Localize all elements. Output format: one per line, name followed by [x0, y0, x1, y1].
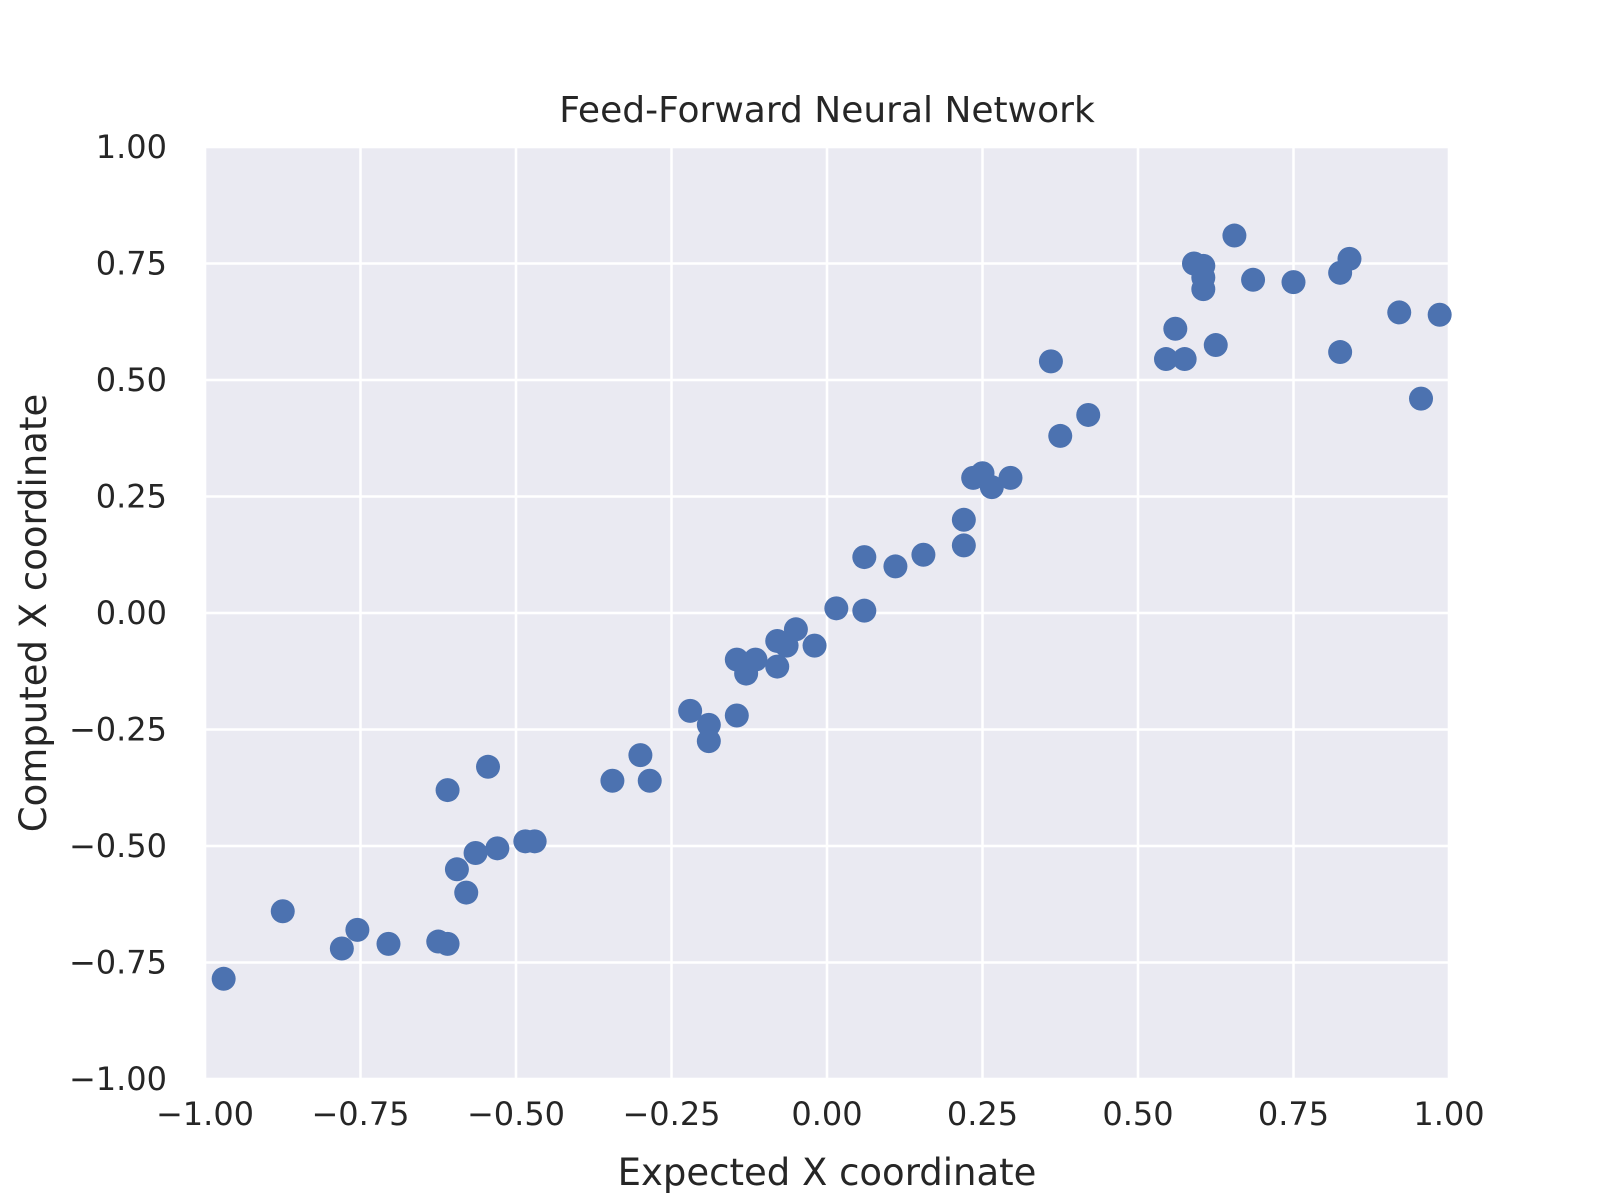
- y-tick-label: 0.00: [96, 594, 167, 632]
- scatter-point-22: [724, 703, 749, 728]
- scatter-point-58: [1387, 300, 1412, 325]
- scatter-point-0: [211, 966, 236, 991]
- scatter-point-4: [376, 931, 401, 956]
- y-tick-labels: −1.00 −0.75 −0.50 −0.25 0.00 0.25 0.50 0.75 1.00: [69, 128, 167, 1098]
- scatter-point-43: [1076, 402, 1101, 427]
- scatter-point-39: [979, 475, 1004, 500]
- y-tick-label: −0.25: [69, 711, 167, 749]
- scatter-point-32: [852, 545, 877, 570]
- scatter-point-18: [678, 698, 703, 723]
- scatter-point-54: [1281, 270, 1306, 295]
- scatter-point-9: [454, 880, 479, 905]
- scatter-point-52: [1222, 223, 1247, 248]
- scatter-point-56: [1328, 340, 1353, 365]
- scatter-point-34: [911, 542, 936, 567]
- x-tick-label: 1.00: [1413, 1095, 1484, 1133]
- scatter-point-2: [329, 936, 354, 961]
- scatter-point-57: [1337, 246, 1362, 271]
- scatter-point-45: [1163, 316, 1188, 341]
- scatter-point-14: [522, 829, 547, 854]
- y-tick-label: −0.50: [69, 827, 167, 865]
- scatter-point-12: [485, 836, 510, 861]
- scatter-point-44: [1153, 347, 1178, 372]
- scatter-point-40: [998, 465, 1023, 490]
- scatter-point-33: [883, 554, 908, 579]
- y-axis-label: Computed X coordinate: [12, 394, 55, 832]
- scatter-point-6: [435, 931, 460, 956]
- x-tick-label: 0.75: [1258, 1095, 1329, 1133]
- scatter-point-11: [476, 754, 501, 779]
- scatter-point-50: [1191, 277, 1216, 302]
- scatter-point-28: [783, 617, 808, 642]
- scatter-point-36: [951, 533, 976, 558]
- x-axis-label: Expected X coordinate: [618, 1151, 1037, 1194]
- x-tick-label: 0.25: [947, 1095, 1018, 1133]
- scatter-point-59: [1409, 386, 1434, 411]
- y-tick-label: 0.75: [96, 245, 167, 283]
- y-tick-label: −1.00: [69, 1060, 167, 1098]
- x-tick-label: −0.75: [311, 1095, 409, 1133]
- y-tick-label: 1.00: [96, 128, 167, 166]
- x-tick-label: −0.50: [467, 1095, 565, 1133]
- scatter-point-30: [824, 596, 849, 621]
- scatter-point-7: [435, 778, 460, 803]
- y-tick-label: 0.50: [96, 361, 167, 399]
- scatter-point-31: [852, 598, 877, 623]
- scatter-point-1: [270, 899, 295, 924]
- x-tick-labels: −1.00 −0.75 −0.50 −0.25 0.00 0.25 0.50 0.75 1.00: [156, 1095, 1485, 1133]
- scatter-point-42: [1048, 423, 1073, 448]
- x-tick-label: 0.00: [791, 1095, 862, 1133]
- scatter-point-29: [802, 633, 827, 658]
- x-tick-label: −0.25: [622, 1095, 720, 1133]
- scatter-point-3: [345, 917, 370, 942]
- scatter-point-53: [1241, 267, 1266, 292]
- y-tick-label: 0.25: [96, 478, 167, 516]
- scatter-point-60: [1427, 302, 1452, 327]
- y-tick-label: −0.75: [69, 944, 167, 982]
- scatter-point-46: [1172, 347, 1197, 372]
- x-tick-label: −1.00: [156, 1095, 254, 1133]
- scatter-points: [211, 223, 1452, 991]
- scatter-point-41: [1038, 349, 1063, 374]
- x-tick-label: 0.50: [1102, 1095, 1173, 1133]
- scatter-point-17: [637, 768, 662, 793]
- scatter-point-24: [743, 647, 768, 672]
- scatter-point-20: [696, 729, 721, 754]
- scatter-point-8: [444, 857, 469, 882]
- scatter-point-51: [1203, 333, 1228, 358]
- scatter-point-15: [600, 768, 625, 793]
- scatter-point-16: [628, 743, 653, 768]
- chart-title: Feed-Forward Neural Network: [559, 90, 1095, 131]
- scatter-point-35: [951, 507, 976, 532]
- scatter-point-10: [463, 840, 488, 865]
- scatter-point-26: [765, 654, 790, 679]
